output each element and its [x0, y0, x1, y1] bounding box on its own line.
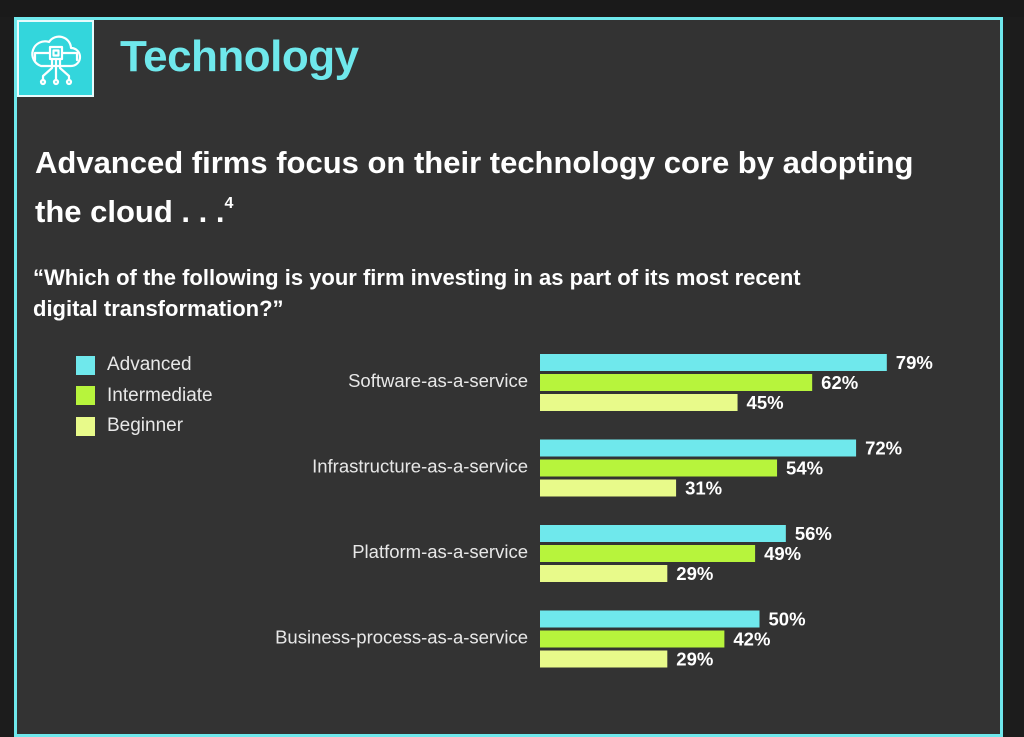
footnote-marker: 4	[224, 195, 234, 212]
legend-swatch-advanced	[76, 355, 95, 375]
top-bar	[0, 0, 1024, 17]
legend-item-beginner: Beginner	[76, 411, 213, 442]
bar-beginner-software-as-a-service	[540, 394, 738, 411]
bar-beginner-platform-as-a-service	[540, 565, 668, 582]
legend-label-intermediate: Intermediate	[107, 384, 213, 406]
bar-intermediate-infrastructure-as-a-service	[540, 459, 778, 477]
value-label-advanced-business-process-as-a-service: 50%	[769, 609, 806, 630]
bar-beginner-business-process-as-a-service	[540, 650, 668, 668]
headline-text: Advanced firms focus on their technology…	[35, 145, 914, 229]
legend-item-advanced: Advanced	[76, 350, 213, 381]
category-label-business-process-as-a-service: Business-process-as-a-service	[275, 627, 528, 648]
survey-question: “Which of the following is your firm inv…	[33, 265, 801, 321]
section-title: Technology	[120, 32, 359, 81]
value-label-beginner-infrastructure-as-a-service: 31%	[685, 478, 722, 499]
legend-item-intermediate: Intermediate	[76, 381, 213, 412]
bar-advanced-platform-as-a-service	[540, 525, 786, 542]
legend-label-advanced: Advanced	[107, 354, 192, 376]
bar-chart: Software-as-a-service 79% 62% 45% Infrastruc…	[275, 352, 933, 670]
legend-swatch-intermediate	[76, 386, 95, 406]
content-panel	[14, 17, 1003, 737]
bar-advanced-infrastructure-as-a-service	[540, 439, 857, 457]
value-label-advanced-software-as-a-service: 79%	[896, 352, 933, 373]
value-label-beginner-business-process-as-a-service: 29%	[676, 649, 713, 670]
value-label-intermediate-business-process-as-a-service: 42%	[733, 629, 770, 650]
value-label-advanced-platform-as-a-service: 56%	[795, 523, 832, 544]
bar-beginner-infrastructure-as-a-service	[540, 479, 677, 497]
value-label-intermediate-infrastructure-as-a-service: 54%	[786, 458, 823, 479]
legend-label-beginner: Beginner	[107, 415, 184, 437]
category-label-infrastructure-as-a-service: Infrastructure-as-a-service	[312, 456, 528, 477]
value-label-beginner-software-as-a-service: 45%	[747, 392, 784, 413]
bar-advanced-software-as-a-service	[540, 354, 887, 371]
value-label-intermediate-platform-as-a-service: 49%	[764, 543, 801, 564]
value-label-advanced-infrastructure-as-a-service: 72%	[865, 438, 902, 459]
value-label-intermediate-software-as-a-service: 62%	[821, 372, 858, 393]
section-icon-box	[17, 20, 94, 97]
bar-intermediate-platform-as-a-service	[540, 545, 756, 562]
chart-legend: Advanced Intermediate Beginner	[76, 350, 213, 442]
bar-advanced-business-process-as-a-service	[540, 610, 760, 628]
headline: Advanced firms focus on their technology…	[35, 142, 935, 232]
bar-intermediate-business-process-as-a-service	[540, 630, 725, 648]
legend-swatch-beginner	[76, 416, 95, 436]
category-label-software-as-a-service: Software-as-a-service	[348, 370, 528, 391]
value-label-beginner-platform-as-a-service: 29%	[676, 563, 713, 584]
cloud-circuit-icon	[31, 35, 82, 86]
category-label-platform-as-a-service: Platform-as-a-service	[352, 541, 528, 562]
bar-intermediate-software-as-a-service	[540, 374, 813, 391]
